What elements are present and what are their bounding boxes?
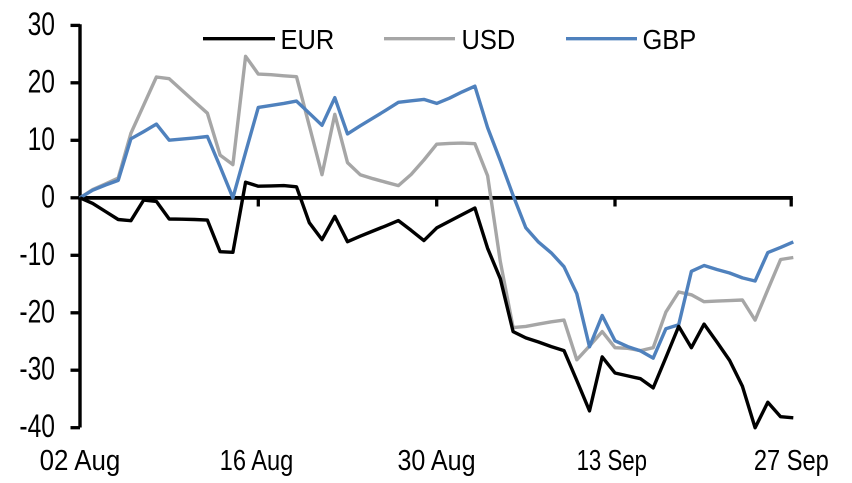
svg-text:-10: -10 — [19, 237, 55, 273]
svg-text:10: 10 — [28, 122, 55, 158]
svg-text:-30: -30 — [19, 352, 55, 388]
svg-text:30: 30 — [28, 7, 55, 43]
svg-text:GBP: GBP — [643, 24, 697, 55]
svg-text:16 Aug: 16 Aug — [220, 444, 294, 477]
svg-text:USD: USD — [462, 24, 516, 55]
svg-text:27 Sep: 27 Sep — [754, 444, 829, 477]
svg-text:-20: -20 — [19, 294, 55, 330]
svg-text:-40: -40 — [19, 409, 55, 445]
svg-text:13 Sep: 13 Sep — [577, 445, 647, 476]
svg-text:02 Aug: 02 Aug — [40, 444, 121, 476]
svg-text:0: 0 — [41, 179, 55, 215]
svg-text:20: 20 — [28, 64, 55, 100]
svg-text:EUR: EUR — [280, 24, 334, 55]
svg-text:30 Aug: 30 Aug — [397, 445, 475, 477]
